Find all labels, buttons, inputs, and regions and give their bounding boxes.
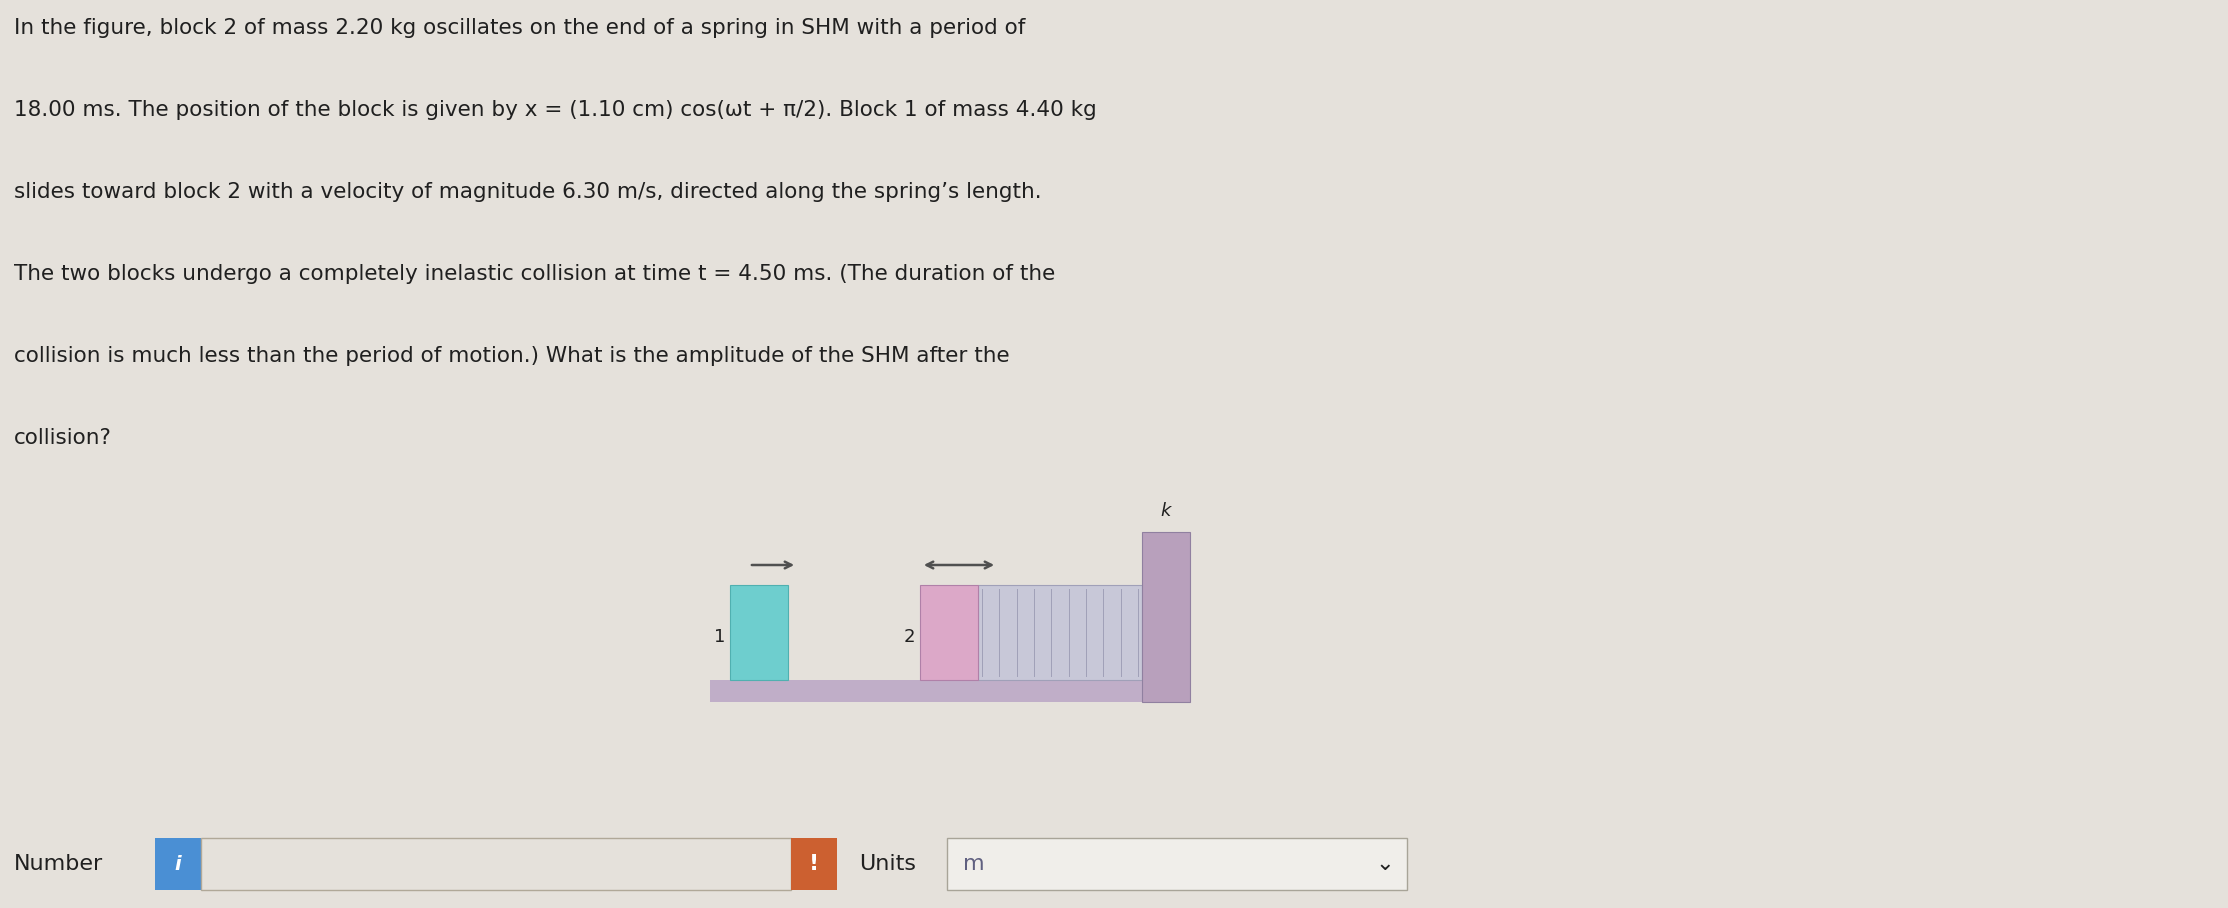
Text: slides toward block 2 with a velocity of magnitude 6.30 m/s, directed along the : slides toward block 2 with a velocity of… (13, 182, 1043, 202)
Bar (920, 585, 978, 680)
Bar (731, 585, 789, 680)
Text: In the figure, block 2 of mass 2.20 kg oscillates on the end of a spring in SHM : In the figure, block 2 of mass 2.20 kg o… (13, 18, 1025, 38)
Bar (201, 838, 791, 890)
Text: m: m (962, 854, 985, 874)
Bar (978, 585, 1143, 680)
Text: 1: 1 (713, 628, 724, 646)
Text: collision?: collision? (13, 428, 111, 448)
Text: k: k (1161, 502, 1172, 520)
Text: Number: Number (13, 854, 102, 874)
Text: i: i (174, 854, 180, 873)
Text: 18.00 ms. The position of the block is given by x = (1.10 cm) cos(ωt + π/2). Blo: 18.00 ms. The position of the block is g… (13, 100, 1096, 120)
Text: !: ! (809, 854, 820, 874)
Text: Units: Units (860, 854, 916, 874)
Text: collision is much less than the period of motion.) What is the amplitude of the : collision is much less than the period o… (13, 346, 1009, 366)
Text: The two blocks undergo a completely inelastic collision at time t = 4.50 ms. (Th: The two blocks undergo a completely inel… (13, 264, 1056, 284)
Bar (947, 838, 1408, 890)
Bar (1143, 532, 1190, 702)
Text: 2: 2 (905, 628, 916, 646)
Bar (791, 838, 838, 890)
Bar (711, 680, 1190, 702)
Text: ⌄: ⌄ (1375, 854, 1395, 874)
Bar (156, 838, 201, 890)
